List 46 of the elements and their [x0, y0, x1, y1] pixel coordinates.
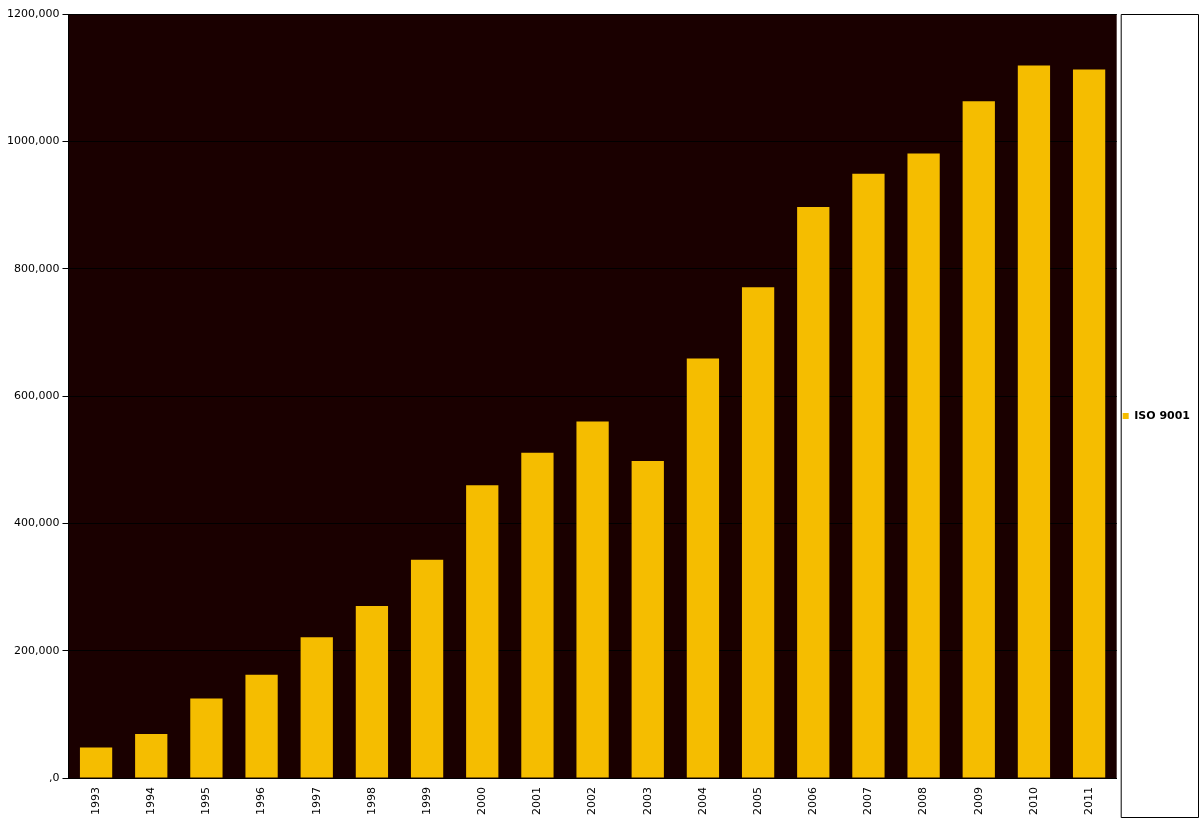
x-tick-label: 2006: [806, 787, 820, 816]
y-tick-label: 400,000: [13, 516, 60, 530]
x-tick-label: 2005: [750, 787, 764, 816]
y-tick-label: 1200,000: [6, 6, 60, 20]
y-tick-label: 200,000: [13, 643, 60, 657]
bar: [631, 460, 664, 778]
bar: [797, 206, 830, 778]
x-tick-label: 2000: [475, 787, 489, 816]
x-tick-label: 2010: [1026, 787, 1040, 816]
bar: [79, 747, 113, 778]
y-tick-label: 1000,000: [6, 134, 60, 148]
x-tick-label: 1995: [199, 787, 213, 816]
legend-label: ISO 9001: [1134, 408, 1190, 422]
x-tick-label: 2007: [861, 787, 875, 816]
bar: [576, 421, 609, 778]
bar: [1072, 69, 1106, 778]
x-tick-label: 1996: [254, 787, 268, 816]
bar: [686, 358, 720, 778]
y-tick-label: 800,000: [13, 261, 60, 275]
x-tick-label: 1999: [419, 787, 433, 816]
bar: [741, 287, 775, 778]
bar: [410, 559, 444, 778]
bar: [852, 173, 885, 778]
x-tick-label: 2001: [530, 787, 544, 816]
x-tick-label: 2011: [1081, 787, 1095, 816]
y-tick-label: ,0: [48, 770, 60, 784]
x-tick-label: 1997: [309, 787, 323, 816]
x-tick-label: 2009: [971, 787, 985, 816]
bar: [521, 452, 554, 778]
x-tick-label: 2002: [585, 787, 599, 816]
bar: [300, 637, 333, 778]
x-tick-label: 1994: [144, 787, 158, 816]
x-tick-label: 1998: [364, 787, 378, 816]
x-tick-label: 1993: [88, 787, 102, 816]
y-tick-label: 600,000: [13, 388, 60, 402]
bar: [135, 734, 168, 778]
bar: [190, 698, 223, 778]
x-tick-label: 2003: [640, 787, 654, 816]
x-tick-label: 2004: [695, 787, 709, 816]
x-tick-label: 2008: [916, 787, 930, 816]
bar: [245, 674, 278, 778]
bar: [355, 606, 389, 778]
bar: [962, 101, 995, 778]
bar: [466, 485, 499, 778]
bar: [907, 153, 940, 778]
bar: [1017, 65, 1051, 778]
